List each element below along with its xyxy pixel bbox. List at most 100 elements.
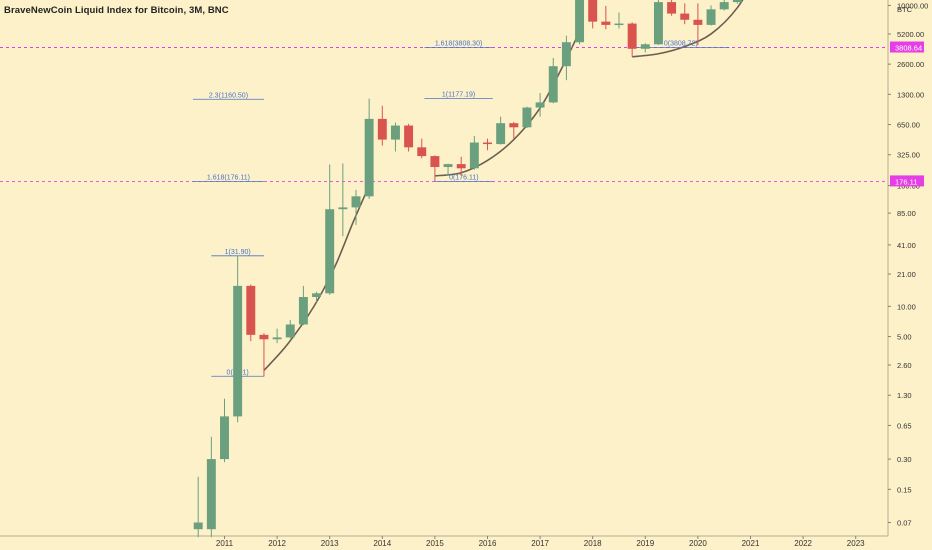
candle [483, 138, 492, 151]
candle-body [456, 164, 466, 169]
candles [193, 0, 742, 538]
candle [548, 57, 558, 104]
price-tick-label: 0.07 [897, 519, 912, 528]
arc-curve [263, 185, 370, 371]
candle [443, 163, 453, 176]
candle-body [285, 324, 295, 338]
candle-body [496, 123, 506, 145]
price-tick-label: 0.65 [897, 421, 912, 430]
level-tag-text: 176.11 [895, 177, 917, 186]
price-tick-label: 1300.00 [897, 90, 924, 99]
candle-body [259, 334, 269, 340]
candle [325, 164, 335, 295]
candle [627, 22, 637, 57]
price-tick-label: 5.00 [897, 333, 912, 342]
candle-body [364, 118, 374, 197]
time-tick-label: 2018 [584, 539, 602, 548]
price-tick-label: 10000.00 [897, 1, 928, 10]
candle [220, 398, 229, 463]
candle-body [522, 107, 532, 128]
candle-body [469, 142, 479, 169]
price-tick-label: 325.00 [897, 151, 920, 160]
candle-body [233, 285, 243, 417]
fib-label: 0(3808.72) [664, 41, 698, 48]
candle-body [351, 196, 361, 208]
fib-levels: 2.3(1160.50)1.618(176.11)1(31.90)0(2.01)… [192, 41, 730, 377]
price-axis[interactable]: 10000.00 5200.00 2600.00 1300.00 650.00 325.0… [888, 1, 928, 528]
candle-body [338, 207, 348, 210]
price-tick-label: 1.30 [897, 391, 912, 400]
candle [496, 116, 506, 145]
time-tick-label: 2022 [794, 539, 812, 548]
candle-body [680, 13, 690, 20]
fib-label: 1(1177.19) [442, 92, 475, 99]
time-tick-label: 2021 [742, 539, 760, 548]
candle-body [483, 142, 492, 145]
candle-body [693, 19, 703, 25]
candle-body [640, 44, 650, 49]
candle [680, 3, 690, 25]
time-tick-label: 2017 [531, 539, 549, 548]
candle-body [627, 23, 637, 49]
level-tag-bg [890, 41, 924, 53]
candle-body [548, 66, 558, 103]
candle [298, 285, 308, 326]
candle [312, 291, 322, 303]
candle-body [298, 296, 308, 325]
time-tick-label: 2019 [636, 539, 654, 548]
price-tick-label: 85.00 [897, 209, 916, 218]
candle-body [667, 2, 677, 14]
candle [653, 0, 663, 45]
candle [351, 189, 361, 225]
candle-body [246, 285, 256, 335]
time-tick-label: 2011 [216, 539, 234, 548]
candle [693, 3, 703, 46]
candle [719, 0, 729, 11]
candle-body [706, 9, 716, 25]
candle [561, 35, 571, 81]
price-tick-label: 2600.00 [897, 60, 924, 69]
candle [233, 255, 243, 423]
candle-body [193, 522, 203, 530]
candle [206, 436, 216, 538]
candle-body [443, 164, 453, 168]
candle [601, 5, 611, 30]
fib-label: 1.618(176.11) [207, 174, 250, 181]
arc-curves [263, 0, 744, 371]
candle [706, 5, 716, 26]
candle [364, 98, 374, 199]
candle-body [732, 0, 742, 3]
currency-label: BTC [897, 5, 913, 14]
candle-body [390, 125, 400, 140]
candle-body [719, 2, 729, 10]
time-axis[interactable]: 2011 2012 2013 2014 2015 2016 2017 2018 2019 2020… [216, 536, 865, 548]
arc-curve [632, 0, 744, 58]
candle-body [535, 102, 545, 108]
price-tick-label: 10.00 [897, 302, 916, 311]
candle [390, 122, 400, 152]
candle [338, 163, 348, 237]
candle [430, 155, 440, 182]
candle-body [601, 21, 611, 25]
candle [246, 284, 256, 342]
fib-label: 1(31.90) [225, 249, 251, 256]
fib-label: 0(176.11) [449, 174, 478, 181]
candle [417, 138, 427, 159]
price-tick-label: 0.15 [897, 485, 912, 494]
arc-curve [434, 31, 581, 177]
candle [575, 0, 585, 45]
candle [377, 105, 387, 146]
price-tick-label: 650.00 [897, 121, 920, 130]
candle-body [653, 2, 663, 45]
price-tick-label: 41.00 [897, 241, 916, 250]
candle-body [588, 0, 598, 22]
candle-body [272, 337, 282, 340]
level-tag-bg [890, 175, 924, 187]
candle-body [220, 416, 229, 460]
candle-body [575, 0, 585, 43]
candle-body [404, 125, 414, 148]
candle [640, 43, 650, 53]
